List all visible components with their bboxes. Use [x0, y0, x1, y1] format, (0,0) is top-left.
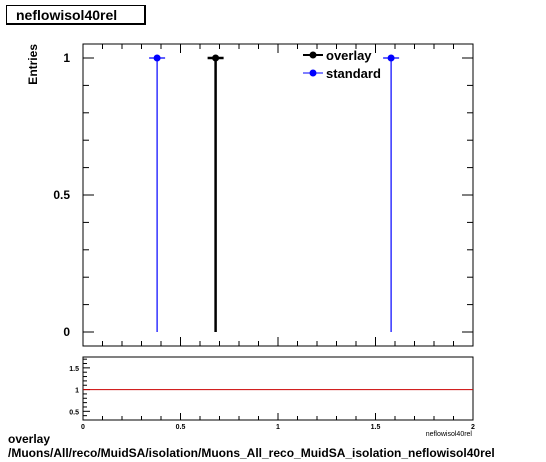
standard-marker: [153, 54, 161, 62]
footer-label: overlay: [8, 432, 51, 446]
ratio-x-tick-label: 1.5: [371, 424, 381, 431]
ratio-x-tick-label: 1: [276, 424, 280, 431]
ratio-y-tick-label: 1.5: [69, 366, 79, 373]
ratio-y-tick-label: 0.5: [69, 409, 79, 416]
main-series: [149, 54, 400, 332]
main-axis-ticks: [82, 44, 474, 346]
legend-label-standard: standard: [326, 66, 381, 81]
legend-marker-standard: [309, 69, 317, 77]
legend: overlay standard: [303, 48, 381, 81]
standard-marker: [387, 54, 395, 62]
ratio-axis-ticks: [82, 358, 474, 420]
footer-path: /Muons/All/reco/MuidSA/isolation/Muons_A…: [8, 446, 495, 460]
ratio-x-tick-label: 2: [471, 424, 475, 431]
overlay-marker: [212, 54, 220, 62]
main-plot-frame: [82, 43, 474, 347]
ratio-plot-frame: [82, 356, 474, 421]
legend-label-overlay: overlay: [326, 48, 372, 63]
y-tick-label: 1: [63, 51, 70, 65]
main-tick-labels: 00.51: [53, 51, 70, 339]
y-axis-title: Entries: [26, 44, 40, 85]
ratio-x-tick-label: 0.5: [176, 424, 186, 431]
y-tick-label: 0.5: [53, 188, 70, 202]
ratio-x-axis-title: neflowisol40rel: [426, 431, 473, 438]
y-tick-label: 0: [63, 325, 70, 339]
ratio-tick-labels: 0 0.5 1 1.5 2 0.5 1 1.5: [69, 366, 475, 431]
legend-marker-overlay: [309, 51, 317, 59]
ratio-y-tick-label: 1: [75, 388, 79, 395]
histogram-title: neflowisol40rel: [6, 5, 146, 25]
ratio-x-tick-label: 0: [81, 424, 85, 431]
